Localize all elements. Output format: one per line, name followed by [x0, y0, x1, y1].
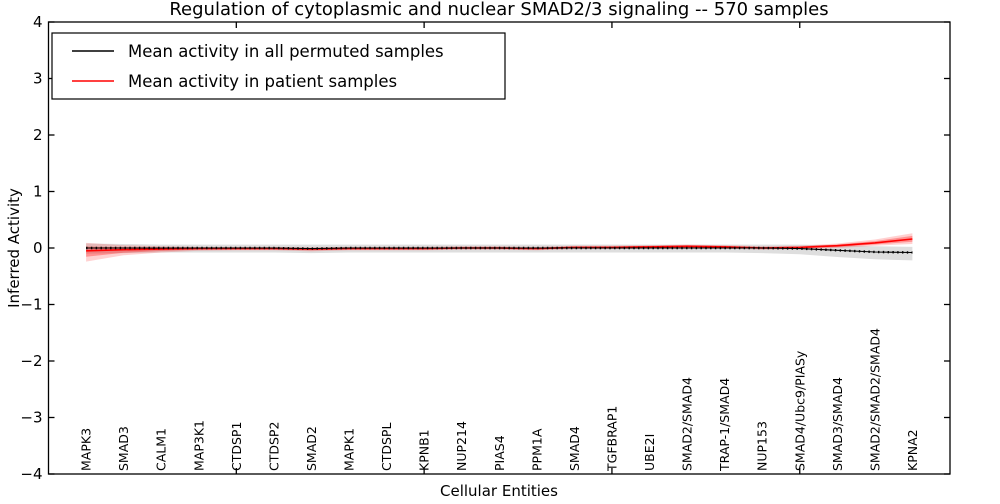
x-entity-label: SMAD2/SMAD2/SMAD4 — [867, 328, 882, 471]
x-entity-label: SMAD3 — [116, 426, 131, 471]
chart-title: Regulation of cytoplasmic and nuclear SM… — [169, 0, 828, 20]
x-entity-label: SMAD2/SMAD4 — [680, 377, 695, 471]
plot-frame — [47, 21, 951, 475]
x-entity-label: KPNB1 — [417, 429, 432, 471]
x-entity-label: MAP3K1 — [191, 420, 206, 471]
x-entity-label: SMAD4 — [567, 426, 582, 471]
x-entity-label: PIAS4 — [492, 435, 507, 471]
y-tick-label: 0 — [33, 239, 43, 257]
x-entity-label: NUP214 — [454, 421, 469, 471]
permuted-mean-markers — [86, 246, 913, 254]
x-entity-label: TRAP-1/SMAD4 — [717, 378, 732, 472]
x-entity-label: MAPK3 — [79, 428, 94, 471]
x-entity-label: KPNA2 — [905, 429, 920, 471]
x-entity-label: CALM1 — [154, 428, 169, 471]
x-entity-label: PPM1A — [529, 428, 544, 471]
y-axis-label: Inferred Activity — [5, 188, 23, 308]
y-tick-label: −1 — [20, 296, 42, 314]
x-entity-label: UBE2I — [642, 434, 657, 471]
y-tick-label: −2 — [20, 352, 42, 370]
x-axis-label: Cellular Entities — [440, 482, 558, 500]
x-entity-label: MAPK1 — [342, 428, 357, 471]
legend-label-permuted: Mean activity in all permuted samples — [128, 42, 444, 61]
y-tick-label: −4 — [20, 465, 42, 483]
y-tick-label: 4 — [33, 13, 43, 31]
x-entity-label: NUP153 — [755, 421, 770, 471]
x-entity-label: CTDSP2 — [266, 422, 281, 471]
x-entity-label: CTDSPL — [379, 423, 394, 471]
x-entity-label: SMAD2 — [304, 426, 319, 471]
legend: Mean activity in all permuted samples Me… — [51, 32, 506, 100]
y-tick-label: 1 — [33, 183, 43, 201]
legend-box — [51, 32, 506, 100]
x-entity-label: SMAD4/Ubc9/PIASy — [792, 350, 807, 471]
x-entity-label: SMAD3/SMAD4 — [830, 377, 845, 471]
y-tick-label: 2 — [33, 126, 43, 144]
plot-content: 4 3 2 1 0 −1 −2 −3 −4 MAPK3 SMAD3 CALM1 MAP3K1 CTDSP1… — [20, 13, 950, 483]
y-tick-label: −3 — [20, 409, 42, 427]
legend-label-patient: Mean activity in patient samples — [128, 72, 397, 91]
x-entity-label: TGFBRAP1 — [604, 406, 619, 472]
y-tick-label: 3 — [33, 70, 43, 88]
x-entity-label: CTDSP1 — [229, 422, 244, 471]
